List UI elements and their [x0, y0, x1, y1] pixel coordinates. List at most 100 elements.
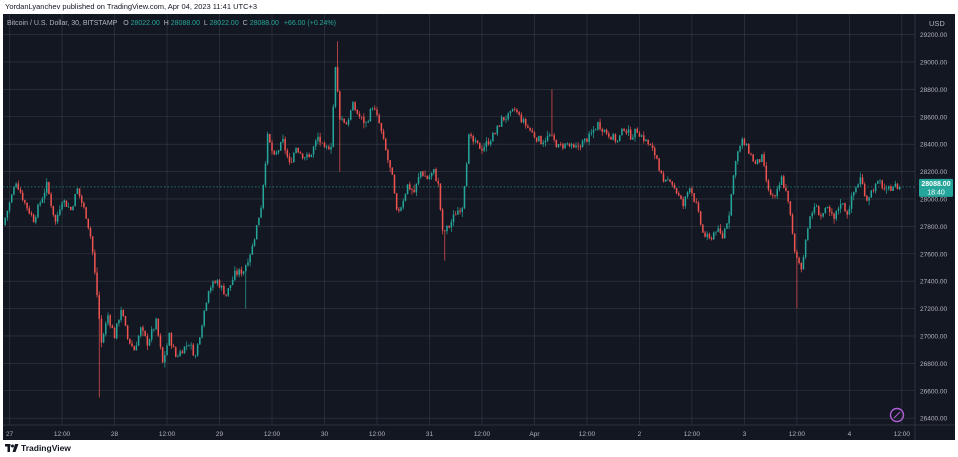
- candle-body[interactable]: [680, 195, 682, 199]
- candle-body[interactable]: [583, 138, 586, 141]
- candle-body[interactable]: [387, 150, 389, 161]
- candle-body[interactable]: [785, 187, 787, 191]
- candle-body[interactable]: [389, 160, 391, 168]
- candle-body[interactable]: [170, 333, 173, 347]
- candle-body[interactable]: [297, 147, 300, 153]
- candle-body[interactable]: [349, 110, 352, 120]
- candle-body[interactable]: [10, 194, 13, 203]
- candle-body[interactable]: [439, 183, 442, 210]
- candle-body[interactable]: [605, 129, 608, 134]
- candle-body[interactable]: [638, 132, 641, 137]
- candle-body[interactable]: [115, 323, 118, 339]
- candle-body[interactable]: [597, 122, 599, 130]
- candle-body[interactable]: [509, 110, 512, 114]
- candle-body[interactable]: [100, 318, 103, 343]
- candle-body[interactable]: [649, 144, 652, 146]
- candle-body[interactable]: [750, 153, 752, 155]
- candle-body[interactable]: [74, 194, 76, 207]
- candle-body[interactable]: [188, 345, 190, 347]
- candle-body[interactable]: [483, 147, 485, 151]
- candle-body[interactable]: [395, 193, 398, 210]
- candle-body[interactable]: [570, 144, 573, 147]
- candle-body[interactable]: [704, 232, 706, 237]
- candle-body[interactable]: [452, 214, 455, 222]
- candle-body[interactable]: [67, 206, 70, 208]
- candle-body[interactable]: [85, 207, 87, 219]
- candle-body[interactable]: [175, 347, 177, 357]
- candle-body[interactable]: [866, 195, 868, 201]
- candle-body[interactable]: [522, 119, 525, 123]
- candle-body[interactable]: [201, 325, 203, 338]
- candle-body[interactable]: [409, 184, 411, 190]
- candle-body[interactable]: [566, 143, 569, 145]
- candle-body[interactable]: [126, 325, 129, 339]
- candle-body[interactable]: [63, 200, 66, 203]
- candle-body[interactable]: [65, 200, 68, 207]
- candle-body[interactable]: [887, 186, 890, 189]
- candle-body[interactable]: [601, 129, 604, 132]
- candle-body[interactable]: [179, 351, 181, 357]
- candle-body[interactable]: [573, 144, 575, 148]
- candle-body[interactable]: [129, 338, 131, 344]
- candle-body[interactable]: [813, 206, 816, 213]
- candle-body[interactable]: [702, 224, 704, 233]
- candle-body[interactable]: [542, 142, 544, 145]
- candle-body[interactable]: [203, 310, 205, 326]
- candle-body[interactable]: [833, 213, 835, 219]
- candle-body[interactable]: [594, 129, 597, 131]
- candle-body[interactable]: [588, 133, 590, 142]
- candle-body[interactable]: [487, 141, 490, 145]
- candle-body[interactable]: [398, 209, 400, 211]
- candle-body[interactable]: [520, 114, 523, 123]
- candle-body[interactable]: [632, 137, 634, 140]
- candle-body[interactable]: [629, 129, 632, 140]
- candle-body[interactable]: [673, 184, 676, 189]
- candle-body[interactable]: [378, 114, 380, 124]
- candle-body[interactable]: [507, 113, 509, 120]
- candle-body[interactable]: [671, 181, 674, 185]
- candle-body[interactable]: [608, 133, 610, 137]
- candle-body[interactable]: [286, 150, 289, 157]
- candle-body[interactable]: [551, 134, 553, 136]
- candle-body[interactable]: [870, 190, 873, 198]
- candle-body[interactable]: [476, 140, 479, 143]
- candle-body[interactable]: [699, 211, 702, 225]
- candle-body[interactable]: [734, 161, 737, 176]
- candle-body[interactable]: [610, 136, 612, 140]
- candle-body[interactable]: [8, 202, 11, 211]
- candle-body[interactable]: [863, 184, 866, 196]
- candle-body[interactable]: [756, 159, 759, 164]
- candle-body[interactable]: [391, 167, 394, 175]
- candle-body[interactable]: [6, 210, 9, 218]
- candle-body[interactable]: [529, 127, 531, 131]
- candle-body[interactable]: [842, 203, 844, 205]
- candle-body[interactable]: [559, 144, 562, 145]
- candle-body[interactable]: [35, 217, 37, 223]
- candle-body[interactable]: [37, 204, 39, 218]
- candle-body[interactable]: [441, 209, 444, 231]
- candle-body[interactable]: [400, 207, 402, 211]
- candle-body[interactable]: [645, 139, 647, 142]
- candle-body[interactable]: [675, 188, 678, 194]
- candle-body[interactable]: [783, 176, 785, 188]
- candle-body[interactable]: [778, 185, 781, 190]
- candle-body[interactable]: [500, 117, 503, 127]
- candle-body[interactable]: [341, 118, 343, 120]
- candle-body[interactable]: [332, 106, 335, 148]
- candle-body[interactable]: [358, 113, 361, 117]
- time-axis[interactable]: 27 12:00 28 12:00 29 12:00 30 12:00 31 12:00 Apr 12…: [6, 431, 910, 438]
- candle-body[interactable]: [737, 151, 739, 162]
- candle-body[interactable]: [818, 206, 820, 216]
- candle-body[interactable]: [828, 206, 831, 212]
- candle-body[interactable]: [131, 343, 133, 347]
- candle-body[interactable]: [877, 181, 879, 184]
- candle-body[interactable]: [54, 214, 57, 222]
- candle-body[interactable]: [697, 202, 700, 212]
- candle-body[interactable]: [384, 138, 387, 151]
- candle-body[interactable]: [238, 269, 240, 275]
- candle-body[interactable]: [684, 196, 687, 207]
- candle-body[interactable]: [518, 112, 520, 115]
- candle-body[interactable]: [28, 208, 31, 214]
- candle-body[interactable]: [446, 225, 448, 232]
- candle-body[interactable]: [822, 213, 824, 217]
